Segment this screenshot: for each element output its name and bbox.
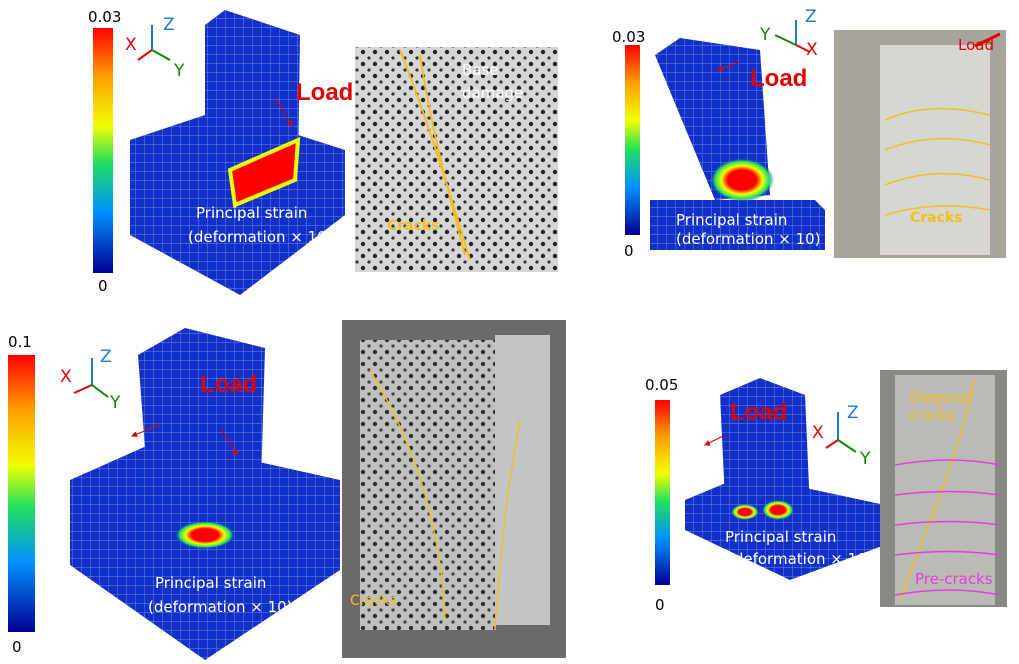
fe-column — [138, 328, 265, 550]
photo-label: Pre-cracks — [915, 570, 993, 588]
colorbar-max: 0.1 — [8, 333, 32, 351]
strain-label: Principal strain — [725, 528, 836, 546]
photo — [355, 47, 558, 272]
colorbar — [655, 400, 670, 585]
axis-label: X — [812, 423, 824, 443]
colorbar — [8, 355, 35, 632]
axis-label: Z — [805, 7, 817, 27]
colorbar-min: 0 — [12, 638, 22, 656]
strain-label: Principal strain — [155, 574, 266, 592]
axis-label: Y — [109, 393, 121, 413]
colorbar-max: 0.03 — [88, 8, 121, 26]
axis-label: Z — [163, 15, 175, 35]
photo-label: cracks — [910, 408, 955, 424]
hotspot — [762, 500, 794, 520]
deformation-label: (deformation × 10) — [188, 228, 333, 246]
load-label: Load — [730, 399, 787, 426]
axis-label: Y — [173, 61, 185, 81]
strain-label: Principal strain — [196, 204, 307, 222]
panel: 0.03 0 Z X Y Load Principal strain (defo… — [88, 8, 558, 295]
colorbar-max: 0.03 — [612, 28, 645, 46]
deformation-label: (deformation × 10) — [676, 230, 821, 248]
colorbar-min: 0 — [624, 242, 634, 260]
axis-label: Y — [759, 25, 771, 45]
photo-label: Cracks — [910, 210, 963, 226]
axis-label: Y — [859, 449, 871, 469]
panel: 0.05 0 Z X Y Load Principal strain (defo… — [645, 370, 1007, 614]
axis-label: Z — [847, 403, 859, 423]
figure: 0.03 0 Z X Y Load Principal strain (defo… — [0, 0, 1019, 664]
colorbar-max: 0.05 — [645, 376, 678, 394]
colorbar-min: 0 — [98, 277, 108, 295]
load-label: Load — [750, 65, 807, 92]
panel: 0.03 0 Z Y X Load Principal strain (defo… — [612, 7, 1006, 260]
axis-label: X — [125, 35, 137, 55]
photo-label: Load — [958, 36, 994, 54]
colorbar-min: 0 — [655, 596, 665, 614]
axis-label: X — [806, 40, 818, 60]
colorbar — [625, 45, 640, 235]
strain-label: Principal strain — [676, 211, 787, 229]
photo-label: Diagonal — [910, 390, 972, 406]
hotspot — [175, 521, 235, 549]
hotspot — [731, 504, 759, 520]
colorbar — [93, 28, 113, 273]
deformation-label: (deformation × 10) — [728, 550, 873, 568]
hotspot — [710, 158, 774, 202]
photo-label: Cracks — [387, 218, 440, 234]
load-label: Load — [200, 371, 257, 398]
axis-label: Z — [100, 347, 112, 367]
photo-label: Cracks — [350, 593, 397, 609]
panel: 0.1 0 Z X Y Load Principal strain (defor… — [8, 320, 566, 660]
axis-label: X — [60, 367, 72, 387]
photo-label: damage — [462, 84, 523, 102]
photo-label: Base — [462, 61, 499, 79]
deformation-label: (deformation × 10) — [148, 598, 293, 616]
load-label: Load — [296, 79, 353, 106]
